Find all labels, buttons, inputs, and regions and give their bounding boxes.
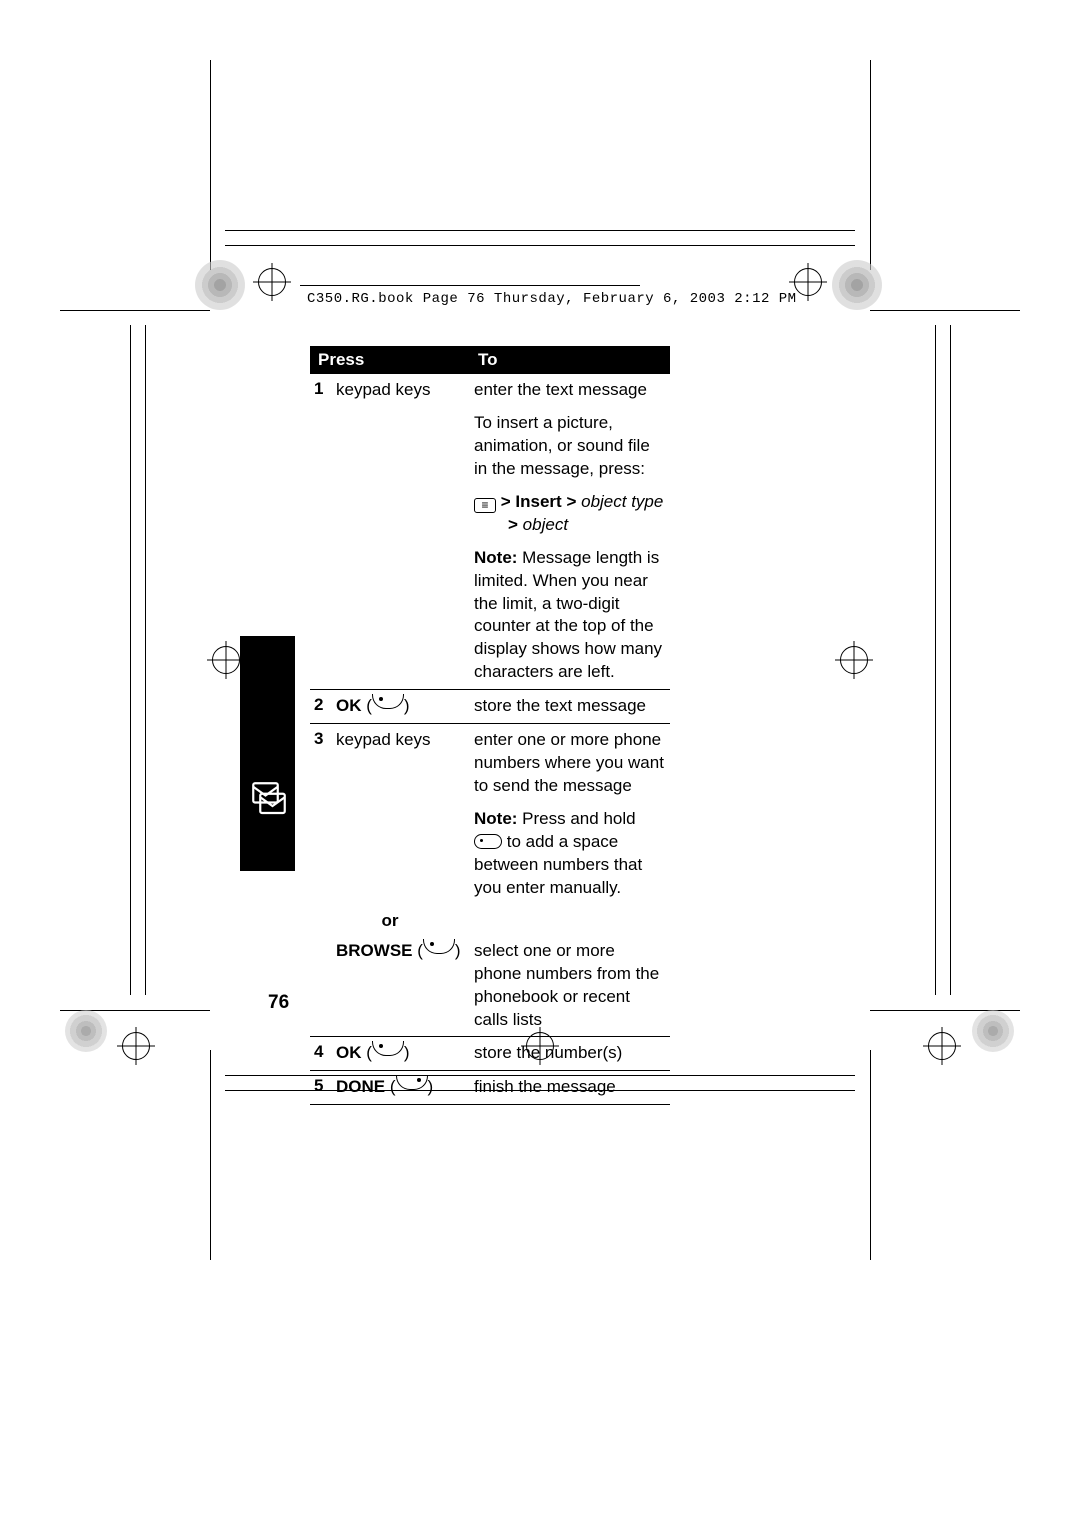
or-label: or <box>336 910 474 933</box>
crop-line <box>225 245 855 246</box>
registration-mark-icon <box>840 646 868 674</box>
section-label: Messages <box>255 655 277 746</box>
registration-mark-icon <box>928 1032 956 1060</box>
to-note: Note: Message length is limited. When yo… <box>474 547 666 685</box>
table-row: 2 OK () store the text message <box>310 690 670 724</box>
object: object <box>523 515 568 534</box>
to-text: enter one or more phone numbers where yo… <box>474 729 666 798</box>
step-number: 5 <box>314 1076 336 1099</box>
key-label: OK <box>336 696 362 715</box>
registration-mark-icon <box>794 268 822 296</box>
step-number: 1 <box>314 379 336 684</box>
to-menu-path: > Insert > object type > object <box>474 491 666 537</box>
crop-line <box>130 325 131 995</box>
crop-line <box>225 230 855 231</box>
table-row: 1 keypad keys enter the text message To … <box>310 374 670 690</box>
left-softkey-icon <box>396 1075 428 1090</box>
step-number: 3 <box>314 729 336 900</box>
key-label: DONE <box>336 1077 385 1096</box>
press-cell: DONE () <box>336 1076 474 1099</box>
indent: > object <box>474 515 568 534</box>
header-rule <box>300 285 640 286</box>
to-cell: store the number(s) <box>474 1042 666 1065</box>
press-cell: keypad keys <box>336 729 474 900</box>
table-row: 3 keypad keys enter one or more phone nu… <box>310 724 670 905</box>
instruction-table: Press To 1 keypad keys enter the text me… <box>310 346 670 1105</box>
to-cell <box>474 910 666 933</box>
to-text: select one or more phone numbers from th… <box>474 940 666 1032</box>
press-cell: BROWSE () <box>336 940 474 1032</box>
key-label: OK <box>336 1043 362 1062</box>
right-softkey-icon <box>372 694 404 709</box>
table-header: Press To <box>310 346 670 374</box>
to-text: store the number(s) <box>474 1042 666 1065</box>
crop-line <box>870 60 871 270</box>
print-corner-icon <box>65 1010 107 1052</box>
step-number: 2 <box>314 695 336 718</box>
crop-line <box>935 325 936 995</box>
press-cell: keypad keys <box>336 379 474 684</box>
menu-insert: Insert <box>515 492 561 511</box>
print-corner-icon <box>972 1010 1014 1052</box>
press-cell: OK () <box>336 695 474 718</box>
registration-mark-icon <box>212 646 240 674</box>
page-header: C350.RG.book Page 76 Thursday, February … <box>307 291 797 307</box>
crop-line <box>870 1050 871 1260</box>
to-cell: enter one or more phone numbers where yo… <box>474 729 666 900</box>
menu-key-icon <box>474 498 496 513</box>
crop-line <box>870 310 1020 311</box>
table-row: BROWSE () select one or more phone numbe… <box>310 935 670 1038</box>
table-row: 4 OK () store the number(s) <box>310 1037 670 1071</box>
step-number <box>314 910 336 933</box>
gt: > <box>501 492 511 511</box>
table-row-or: or <box>310 905 670 935</box>
to-cell: store the text message <box>474 695 666 718</box>
gt: > <box>508 515 518 534</box>
to-cell: finish the message <box>474 1076 666 1099</box>
messages-icon <box>248 778 290 820</box>
col-press: Press <box>318 350 478 370</box>
to-cell: select one or more phone numbers from th… <box>474 940 666 1032</box>
number-key-icon <box>474 834 502 849</box>
crop-line <box>60 310 210 311</box>
print-corner-icon <box>832 260 882 310</box>
note-body: Message length is limited. When you near… <box>474 548 662 682</box>
crop-line <box>145 325 146 995</box>
note-label: Note: <box>474 548 517 567</box>
col-to: To <box>478 350 662 370</box>
crop-line <box>950 325 951 995</box>
note-body-a: Press and hold <box>517 809 635 828</box>
right-softkey-icon <box>372 1041 404 1056</box>
gt: > <box>566 492 576 511</box>
table-row: 5 DONE () finish the message <box>310 1071 670 1105</box>
crop-line <box>210 1050 211 1260</box>
to-text: enter the text message <box>474 379 666 402</box>
object-type: object type <box>581 492 663 511</box>
step-number: 4 <box>314 1042 336 1065</box>
key-label: BROWSE <box>336 941 413 960</box>
to-note: Note: Press and hold to add a space betw… <box>474 808 666 900</box>
press-cell: OK () <box>336 1042 474 1065</box>
crop-line <box>210 60 211 270</box>
to-text: To insert a picture, animation, or sound… <box>474 412 666 481</box>
to-text: store the text message <box>474 695 666 718</box>
step-number <box>314 940 336 1032</box>
print-corner-icon <box>195 260 245 310</box>
to-text: finish the message <box>474 1076 666 1099</box>
to-cell: enter the text message To insert a pictu… <box>474 379 666 684</box>
registration-mark-icon <box>122 1032 150 1060</box>
registration-mark-icon <box>258 268 286 296</box>
page-number: 76 <box>268 992 289 1014</box>
right-softkey-icon <box>423 939 455 954</box>
note-label: Note: <box>474 809 517 828</box>
